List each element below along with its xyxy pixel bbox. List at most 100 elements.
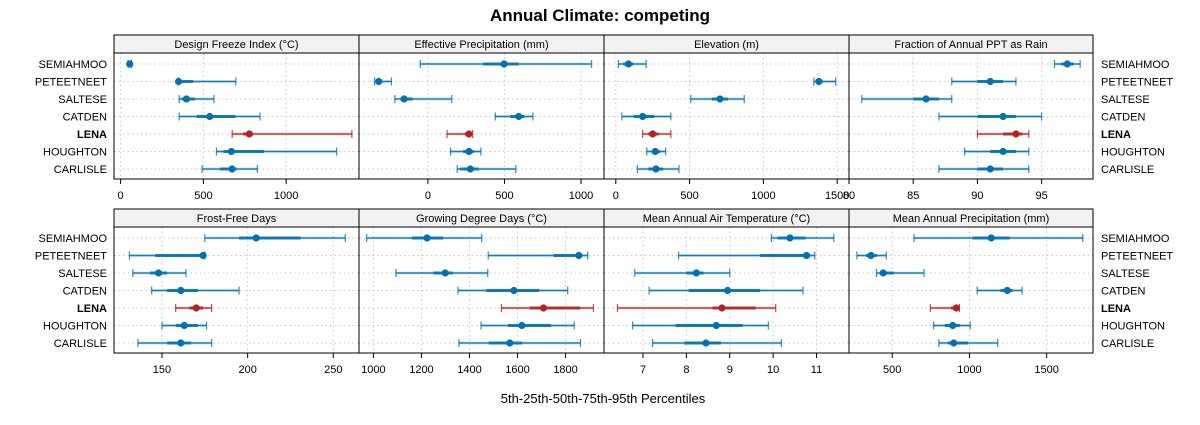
x-axis-label: 5th-25th-50th-75th-95th Percentiles [501,391,706,406]
percentile-mark-carlisle [938,339,999,347]
percentile-mark-carlisle [938,165,1030,173]
median-point [500,60,508,68]
percentile-mark-catden [178,112,261,121]
median-point [252,234,260,242]
panel-strip-title: Mean Annual Precipitation (mm) [893,213,1050,225]
median-point [518,321,526,330]
row-label-left: SEMIAHMOO [39,233,108,245]
x-tick-label: 95 [1036,190,1048,202]
percentile-mark-lena [175,304,213,312]
row-label-right: PETEETNEET [1101,77,1173,89]
median-point [712,321,720,330]
median-point [702,339,710,347]
row-label-right: SEMIAHMOO [1101,59,1170,71]
x-tick-label: 1200 [409,364,433,376]
percentile-mark-saltese [690,95,745,103]
median-point [986,165,994,173]
median-point [227,147,235,156]
percentile-mark-carlisle [651,339,782,347]
percentile-mark-carlisle [636,165,680,173]
panel-border [848,226,1094,354]
x-tick-label: 500 [495,190,513,202]
percentile-mark-peteetneet [951,77,1017,86]
percentile-mark-catden [457,286,569,295]
x-tick-label: 7 [640,364,646,376]
percentile-mark-lena [642,130,672,138]
median-point [1003,286,1011,295]
median-point [126,60,134,68]
median-point [867,251,875,260]
percentile-mark-semiahmoo [204,234,346,242]
x-tick-label: 1000 [274,190,298,202]
row-label-left: SALTESE [58,268,107,280]
median-point [400,95,408,103]
median-point [1063,60,1071,68]
row-label-right: CARLISLE [1101,338,1154,350]
percentile-mark-lena [929,304,961,312]
percentile-mark-lena [231,130,353,138]
percentile-mark-semiahmoo [770,234,835,242]
x-tick-label: 90 [971,190,983,202]
percentile-mark-saltese [132,269,187,277]
percentile-mark-carlisle [456,165,517,173]
percentile-mark-houghton [161,321,208,330]
x-tick-label: 1500 [1034,364,1058,376]
percentile-mark-catden [976,286,1023,295]
median-point [692,269,700,277]
median-point [987,234,995,242]
median-point [182,95,191,103]
x-tick-label: 500 [194,190,212,202]
percentile-mark-saltese [394,95,453,103]
percentile-mark-houghton [933,321,971,330]
x-tick-label: 0 [613,190,619,202]
median-point [245,130,253,138]
percentile-mark-peteetneet [174,77,237,86]
panel-border [848,52,1094,180]
row-label-right: CATDEN [1101,112,1145,124]
x-tick-label: 1600 [505,364,529,376]
percentile-mark-houghton [449,147,482,156]
panels-group: Design Freeze Index (°C)0 500 1000Effectiv… [113,34,1094,376]
median-point [375,77,383,86]
median-point [465,130,473,138]
x-tick-label: 1000 [569,190,593,202]
row-label-left: HOUGHTON [43,321,107,333]
percentile-mark-catden [151,286,240,295]
panel-strip-title: Growing Degree Days (°C) [416,213,547,225]
percentile-mark-lena [976,130,1030,138]
median-point [466,165,474,173]
x-tick-label: 1000 [957,364,981,376]
chart-title: Annual Climate: competing [490,6,710,25]
median-point [177,286,185,295]
row-label-left: CATDEN [63,112,107,124]
median-point [922,95,930,103]
median-point [786,234,794,242]
median-point [639,112,647,121]
percentile-mark-semiahmoo [419,60,593,68]
median-point [718,304,726,312]
percentile-mark-semiahmoo [366,234,483,242]
median-point [950,339,958,347]
median-point [423,234,431,242]
x-tick-label: 9 [727,364,733,376]
percentile-mark-houghton [480,321,575,330]
panel-8: Mean Annual Precipitation (mm) 500 1000 150… [848,208,1094,376]
percentile-mark-catden [494,112,534,121]
median-point [802,251,811,260]
percentile-mark-houghton [963,147,1030,156]
median-point [515,112,523,121]
median-point [986,77,994,86]
median-point [949,321,957,330]
percentile-mark-semiahmoo [617,60,647,68]
median-point [651,147,659,156]
panel-strip-title: Fraction of Annual PPT as Rain [894,39,1047,51]
median-point [575,251,583,260]
row-label-left: CARLISLE [54,164,107,176]
percentile-mark-lena [616,304,777,312]
row-label-left: LENA [77,303,107,315]
median-point [999,112,1007,121]
median-point [716,95,724,103]
panel-6: Growing Degree Days (°C) 1000 1200 1400 1600… [358,208,605,376]
panel-4: Fraction of Annual PPT as Rain 80 85 90 95 [843,34,1094,202]
